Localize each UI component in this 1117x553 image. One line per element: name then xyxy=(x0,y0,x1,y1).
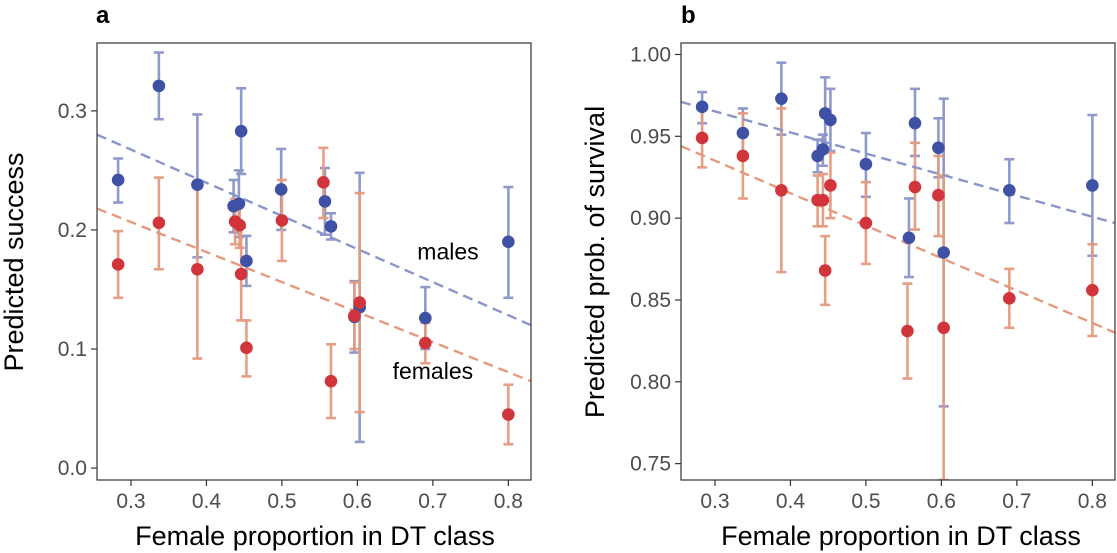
panel-a-plot-area xyxy=(97,51,531,446)
panel-a-males-point xyxy=(191,178,204,191)
panel-b-x-tick-label: 0.5 xyxy=(851,490,880,513)
panel-b-females-point xyxy=(908,180,922,194)
panel-a-females-point xyxy=(111,258,125,271)
panel-a-males-point xyxy=(234,124,248,138)
panel-a-females-point xyxy=(353,296,366,309)
panel-a-males-point xyxy=(152,79,166,93)
panel-b-males-point xyxy=(775,92,788,105)
panel-b-males-point xyxy=(859,157,873,171)
panel-b-males-point xyxy=(695,100,709,114)
panel-b: b Predicted prob. of survival Female pro… xyxy=(580,2,1116,551)
panel-b-x-tick-label: 0.6 xyxy=(927,490,956,513)
panel-a-females-point xyxy=(324,374,338,388)
panel-b-females-point xyxy=(816,193,830,207)
panel-a-x-tick-label: 0.3 xyxy=(116,490,145,513)
panel-b-females-point xyxy=(1003,292,1016,305)
panel-a-y-tick-label: 0.1 xyxy=(58,338,87,361)
panel-b-x-tick-label: 0.7 xyxy=(1002,490,1031,513)
panel-b-males-point xyxy=(1086,179,1099,192)
panel-a-males-point xyxy=(318,195,332,208)
panel-a-y-tick-label: 0.2 xyxy=(58,219,87,242)
panel-b-females-point xyxy=(818,264,832,277)
panel-b-females-point xyxy=(824,179,837,192)
panel-a-label: a xyxy=(96,2,110,29)
panel-b-males-point xyxy=(937,246,950,259)
panel-a-females-point xyxy=(191,262,204,276)
panel-a-x-tick-label: 0.7 xyxy=(418,490,447,513)
panel-b-x-tick-label: 0.3 xyxy=(700,490,729,513)
panel-a-ylabel: Predicted success xyxy=(0,152,29,371)
panel-a-males-point xyxy=(111,173,125,187)
panel-b-x-tick-label: 0.4 xyxy=(776,490,806,513)
panel-b-y-tick-label: 0.75 xyxy=(630,453,671,476)
panel-b-females-point xyxy=(1086,283,1099,297)
panel-b-females-point xyxy=(775,184,788,197)
panel-a-females-point xyxy=(152,216,166,230)
panel-a-females-point xyxy=(348,309,361,322)
panel-a-males-point xyxy=(274,183,288,196)
panel-a-males-point xyxy=(324,220,338,233)
panel-b-females-point xyxy=(932,188,945,202)
panel-b-males-point xyxy=(1003,184,1016,197)
panel-b-y-tick-label: 1.00 xyxy=(630,43,671,66)
panel-a: a Predicted success Female proportion in… xyxy=(0,2,532,551)
panel-b-ylabel: Predicted prob. of survival xyxy=(580,106,610,418)
panel-a-x-tick-label: 0.5 xyxy=(267,490,296,513)
panel-a-males-point xyxy=(232,197,246,211)
panel-b-males-trend-line xyxy=(681,100,1115,225)
panel-b-males-point xyxy=(902,231,916,245)
panel-b-males-point xyxy=(736,126,750,140)
panel-b-frame xyxy=(680,42,1116,481)
panel-a-annotation-females: females xyxy=(393,358,474,384)
panel-b-males-point xyxy=(932,141,945,155)
panel-a-females-point xyxy=(240,341,253,355)
panel-a-annotation-males: males xyxy=(417,239,478,265)
panel-b-y-tick-label: 0.95 xyxy=(630,125,671,148)
panel-a-x-tick-label: 0.8 xyxy=(494,490,523,513)
panel-b-xlabel: Female proportion in DT class xyxy=(721,521,1081,551)
panel-a-females-point xyxy=(502,408,515,421)
panel-a-frame xyxy=(96,42,532,481)
panel-a-y-tick-label: 0.0 xyxy=(58,457,87,480)
panel-a-males-point xyxy=(419,311,432,325)
panel-a-females-point xyxy=(275,214,289,227)
panel-a-females-point xyxy=(317,176,330,189)
panel-b-males-point xyxy=(824,113,837,127)
panel-a-females-point xyxy=(419,336,432,350)
panel-b-plot-area xyxy=(681,61,1115,480)
panel-b-females-point xyxy=(901,324,914,338)
panel-b-females-point xyxy=(859,216,873,230)
panel-b-females-point xyxy=(695,131,709,145)
panel-a-x-tick-label: 0.6 xyxy=(343,490,372,513)
panel-b-x-tick-label: 0.8 xyxy=(1078,490,1107,513)
panel-b-y-tick-label: 0.85 xyxy=(630,289,671,312)
panel-a-xlabel: Female proportion in DT class xyxy=(135,521,495,551)
panel-a-males-trend-line xyxy=(97,133,531,327)
panel-a-males-point xyxy=(502,235,515,249)
panel-b-y-tick-label: 0.90 xyxy=(630,207,671,230)
panel-b-females-trend-line xyxy=(681,145,1115,334)
panel-a-males-point xyxy=(240,254,253,268)
panel-b-label: b xyxy=(681,2,696,29)
panel-a-y-tick-label: 0.3 xyxy=(58,100,87,123)
panel-a-females-point xyxy=(234,267,248,281)
panel-a-x-tick-label: 0.4 xyxy=(192,490,222,513)
panel-b-males-point xyxy=(816,143,830,156)
panel-b-males-point xyxy=(908,116,922,130)
panel-a-females-point xyxy=(233,218,246,232)
panel-b-y-tick-label: 0.80 xyxy=(630,371,671,394)
panel-b-females-point xyxy=(937,321,950,335)
panel-a-females-trend-line xyxy=(97,207,531,383)
panel-b-females-point xyxy=(736,149,750,163)
